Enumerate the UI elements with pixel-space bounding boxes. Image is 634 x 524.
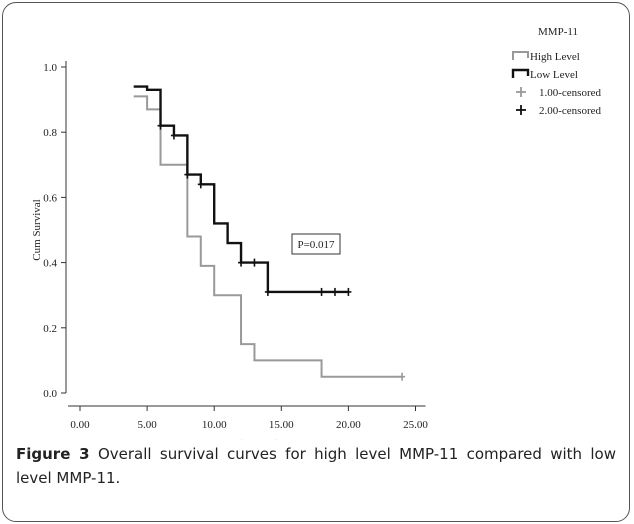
y-tick-label: 0.0	[43, 388, 57, 400]
figure-caption: Figure 3 Overall survival curves for hig…	[16, 442, 616, 490]
legend-swatch-line	[511, 68, 530, 78]
x-tick-label: 25.00	[403, 419, 428, 431]
caption-text: Overall survival curves for high level M…	[16, 445, 617, 487]
axes: 0.0 0.2 0.4 0.6 0.8 1.0 0.00 5.00 10.00 15.00 20.0…	[31, 61, 428, 440]
y-tick-label: 0.2	[43, 323, 57, 335]
p-value-box	[291, 233, 341, 255]
survival-chart: 0.0 0.2 0.4 0.6 0.8 1.0 0.00 5.00 10.00 15.00 20.0…	[31, 26, 602, 440]
caption-end: .	[115, 469, 121, 487]
legend-label: 1.00-censored	[539, 87, 602, 99]
y-tick-label: 1.0	[43, 62, 57, 74]
x-tick-label: 20.00	[336, 419, 361, 431]
x-axis-label: Time (months)	[213, 438, 279, 440]
y-tick-label: 0.6	[43, 192, 57, 204]
legend-label: 2.00-censored	[539, 105, 602, 117]
x-tick-label: 15.00	[269, 419, 294, 431]
y-tick-label: 0.4	[43, 258, 57, 270]
legend-label: Low Level	[530, 69, 578, 81]
x-tick-label: 5.00	[137, 419, 157, 431]
caption-label: Figure 3	[16, 445, 90, 463]
legend-title: MMP-11	[538, 26, 578, 38]
legend: MMP-11 High Level Low Level 1.00-censored 2.…	[511, 26, 602, 117]
x-tick-label: 10.00	[202, 419, 227, 431]
y-axis-label: Cum Survival	[31, 199, 43, 260]
series-line-high-level	[133, 95, 403, 378]
legend-swatch-line	[512, 51, 529, 60]
series-layer: P=0.017	[133, 85, 406, 381]
y-tick-label: 0.8	[43, 127, 57, 139]
legend-label: High Level	[530, 51, 580, 63]
x-tick-label: 0.00	[70, 419, 90, 431]
p-value-annotation: P=0.017	[297, 239, 335, 251]
